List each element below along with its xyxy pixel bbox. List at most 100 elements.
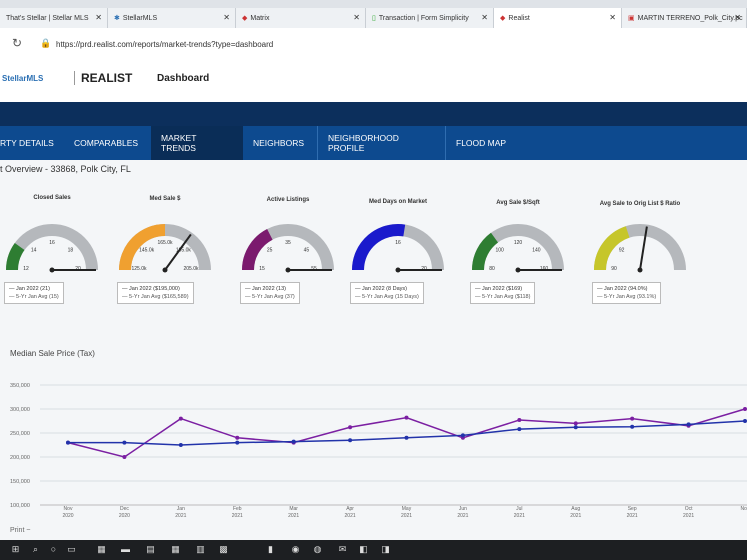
- browser-tab-active[interactable]: ◆ Realist ✕: [494, 8, 622, 28]
- app-name: REALIST: [74, 71, 132, 85]
- data-point: [517, 418, 522, 423]
- gauge-hub: [285, 267, 291, 273]
- edge-icon[interactable]: ◉: [291, 544, 300, 554]
- form-icon: ▯: [372, 15, 376, 22]
- mail-icon[interactable]: ✉: [338, 544, 347, 554]
- task-view-icon[interactable]: ○: [50, 544, 57, 554]
- x-tick-label: Jun: [459, 506, 467, 512]
- windows-start-icon[interactable]: ⊞: [11, 544, 20, 554]
- legend-current: — Jan 2022 ($195,000): [122, 286, 180, 292]
- gauge-fill: [6, 242, 25, 271]
- x-tick-label: Nov: [64, 506, 73, 512]
- pdf-icon: ▣: [628, 15, 635, 22]
- stellar-logo[interactable]: StellarMLS: [2, 74, 44, 83]
- tab-flood-map[interactable]: FLOOD MAP: [445, 126, 520, 160]
- url-field[interactable]: https://prd.realist.com/reports/market-t…: [56, 40, 274, 49]
- browser-tab[interactable]: That's Stellar | Stellar MLS ✕: [0, 8, 108, 28]
- search-icon[interactable]: ⌕: [32, 544, 39, 554]
- browser-tab[interactable]: ✱ StellarMLS ✕: [108, 8, 236, 28]
- print-button[interactable]: Print ~: [10, 527, 31, 534]
- data-point: [235, 435, 240, 440]
- data-point: [122, 440, 127, 445]
- data-point: [348, 425, 353, 430]
- close-icon[interactable]: ✕: [223, 13, 230, 22]
- close-icon[interactable]: ✕: [481, 13, 488, 22]
- tab-market-trends[interactable]: MARKET TRENDS: [151, 126, 243, 160]
- gauge-needle: [639, 226, 648, 271]
- gauge-tick-label: 140: [532, 248, 541, 254]
- tab-property-details[interactable]: RTY DETAILS: [0, 126, 64, 160]
- browser-tab[interactable]: ▯ Transaction | Form Simplicity ✕: [366, 8, 494, 28]
- gauge-fill: [119, 224, 166, 271]
- legend-current: — Jan 2022 (8 Days): [355, 286, 407, 292]
- tab-label: COMPARABLES: [74, 138, 139, 148]
- tab-neighborhood-profile[interactable]: NEIGHBORHOOD PROFILE: [317, 126, 445, 160]
- close-icon[interactable]: ✕: [609, 13, 616, 22]
- data-point: [235, 440, 240, 445]
- explorer-icon[interactable]: ▭: [67, 544, 76, 554]
- gauge-fill: [472, 232, 499, 271]
- data-point: [348, 438, 353, 443]
- data-point: [460, 433, 465, 438]
- word-icon[interactable]: ▥: [196, 544, 205, 554]
- x-tick-label: 2021: [627, 513, 638, 519]
- excel-icon[interactable]: ▦: [97, 544, 106, 554]
- gauge-title: Avg Sale to Orig List $ Ratio: [599, 201, 681, 207]
- gauge-hub: [162, 267, 168, 273]
- data-point: [686, 422, 691, 427]
- gauge-title: Med Days on Market: [368, 198, 428, 205]
- data-point: [630, 424, 635, 429]
- folder-icon[interactable]: ▬: [121, 544, 130, 554]
- x-tick-label: 2021: [570, 513, 581, 519]
- tab-neighbors[interactable]: NEIGHBORS: [243, 126, 317, 160]
- legend-5yr-avg: — 5-Yr Jan Avg (15 Days): [355, 294, 419, 300]
- matrix-icon: ◆: [242, 15, 248, 22]
- data-point: [517, 427, 522, 432]
- page-title: Dashboard: [157, 73, 210, 84]
- x-tick-label: Dec: [120, 506, 129, 512]
- gauge-tick-label: 18: [68, 248, 74, 254]
- app-icon[interactable]: ▮: [268, 544, 273, 554]
- address-bar: ↻ 🔒 https://prd.realist.com/reports/mark…: [0, 28, 747, 61]
- data-point: [743, 407, 747, 411]
- close-icon[interactable]: ✕: [95, 13, 102, 22]
- close-icon[interactable]: ✕: [734, 13, 741, 22]
- x-tick-label: 2020: [62, 513, 73, 519]
- tab-label: MARTIN TERRENO_Polk_City.pc: [637, 14, 743, 22]
- data-point: [404, 435, 409, 440]
- app-icon[interactable]: ▩: [219, 544, 228, 554]
- legend-5yr-avg: — 5-Yr Jan Avg ($165,589): [122, 294, 189, 300]
- gauge-fill: [242, 229, 273, 271]
- data-point: [743, 419, 747, 423]
- tab-comparables[interactable]: COMPARABLES: [64, 126, 151, 160]
- legend-5yr-avg: — 5-Yr Jan Avg (37): [245, 294, 295, 300]
- gauge-tick-label: 145.0k: [139, 248, 155, 254]
- chrome-icon[interactable]: ◍: [313, 544, 322, 554]
- x-tick-label: Mar: [289, 506, 298, 512]
- reload-icon[interactable]: ↻: [12, 36, 23, 50]
- legend-current: — Jan 2022 (94.0%): [597, 286, 648, 292]
- sheets-icon[interactable]: ▦: [171, 544, 180, 554]
- y-tick-label: 250,000: [10, 431, 30, 437]
- report-tabs: RTY DETAILS COMPARABLES MARKET TRENDS NE…: [0, 126, 747, 160]
- realist-icon: ◆: [500, 15, 506, 22]
- gauge-tick-label: 90: [611, 266, 617, 272]
- legend-current: — Jan 2022 (21): [9, 286, 50, 292]
- data-point: [178, 416, 183, 421]
- calendar-icon[interactable]: ▤: [146, 544, 155, 554]
- data-point: [573, 425, 578, 430]
- close-icon[interactable]: ✕: [353, 13, 360, 22]
- gauge-tick-label: 35: [285, 240, 291, 246]
- app-icon[interactable]: ◨: [381, 544, 390, 554]
- gauge-tick-label: 205.0k: [183, 266, 199, 272]
- gauge-legend: — Jan 2022 (8 Days) — 5-Yr Jan Avg (15 Da…: [350, 282, 424, 304]
- gauge-tick-label: 16: [49, 240, 55, 246]
- browser-tab[interactable]: ◆ Matrix ✕: [236, 8, 366, 28]
- x-tick-label: 2021: [345, 513, 356, 519]
- legend-5yr-avg: — 5-Yr Jan Avg ($118): [475, 294, 531, 300]
- gauge-tick-label: 92: [619, 248, 625, 254]
- x-tick-label: May: [402, 506, 412, 512]
- gauge-tick-label: 15: [259, 266, 265, 272]
- app-icon[interactable]: ◧: [359, 544, 368, 554]
- gauge-tick-label: 12: [23, 266, 29, 272]
